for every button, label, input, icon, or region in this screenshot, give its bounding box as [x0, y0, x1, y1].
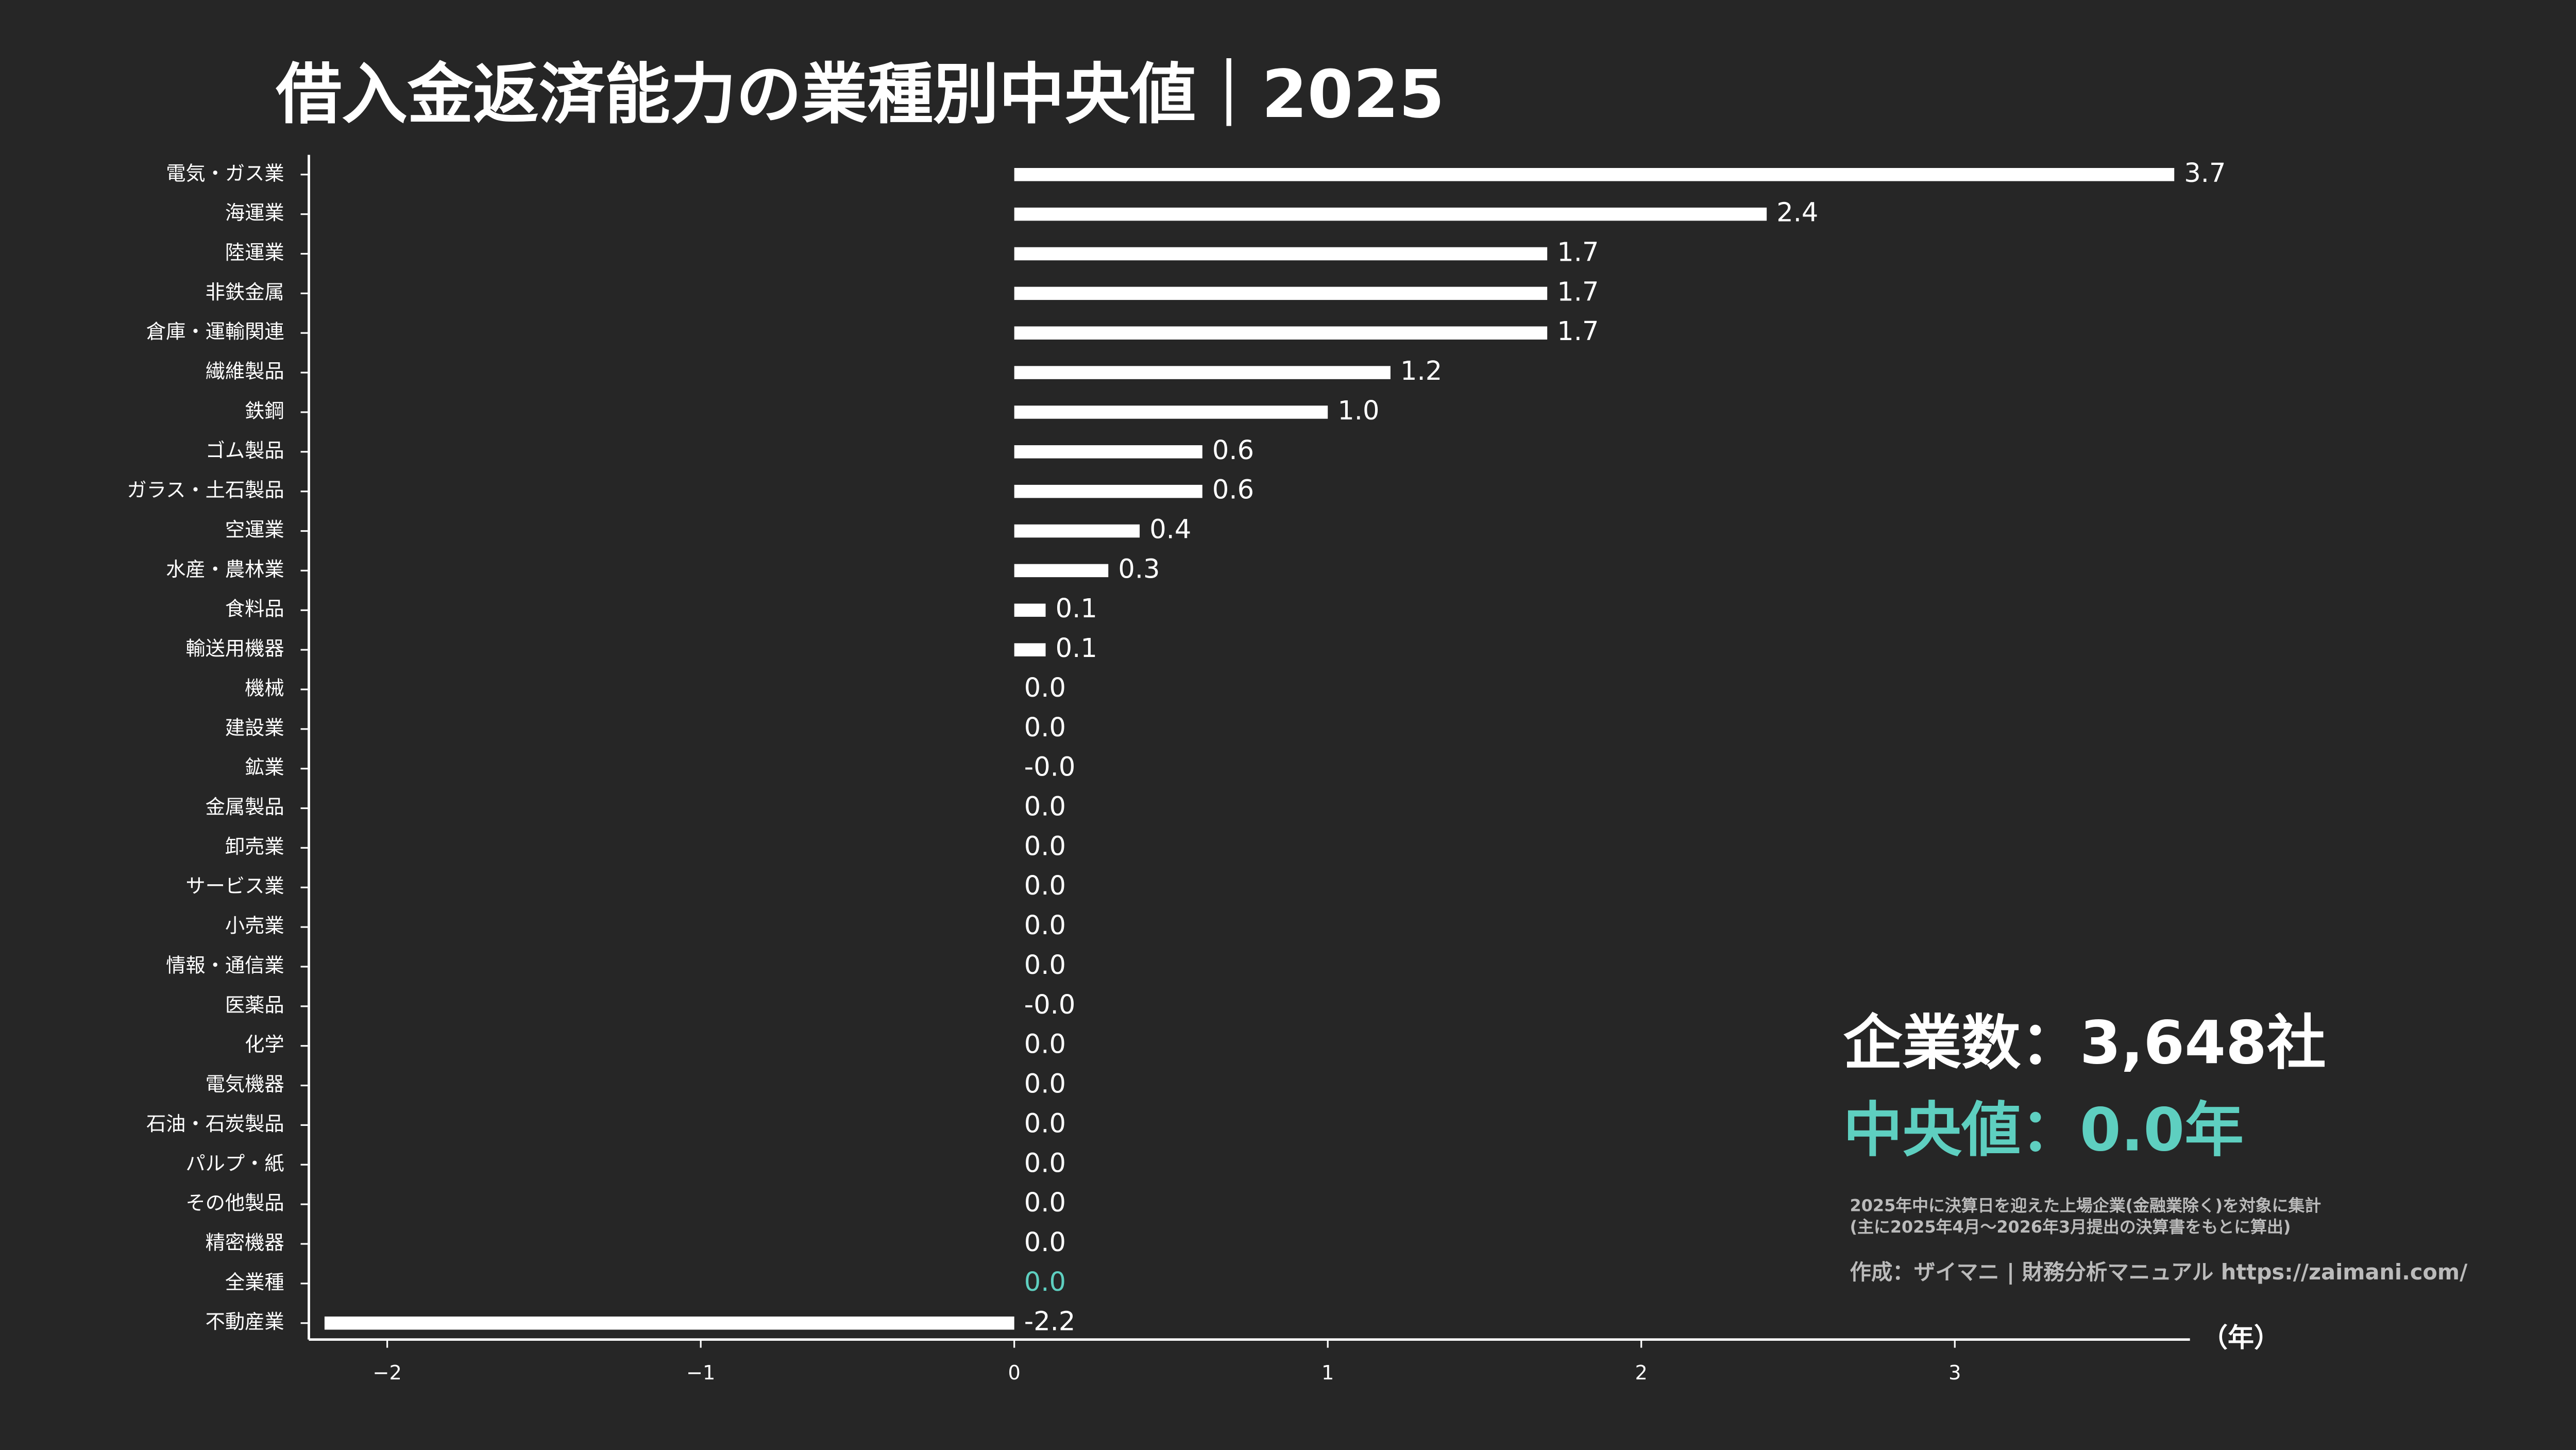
y-tick-label: 情報・通信業 [166, 954, 284, 977]
value-label: 1.2 [1400, 356, 1442, 386]
value-label: 0.3 [1118, 554, 1160, 584]
y-tick-label: 海運業 [225, 201, 284, 225]
y-tick-label: 電気機器 [206, 1073, 284, 1096]
value-label: 1.7 [1557, 316, 1599, 347]
y-tick-label: 繊維製品 [206, 360, 284, 383]
y-tick-label: 輸送用機器 [185, 637, 284, 661]
note: 2025年中に決算日を迎えた上場企業(金融業除く)を対象に集計 [1850, 1195, 2321, 1215]
y-tick-label: 水産・農林業 [166, 558, 284, 581]
y-tick-label: 倉庫・運輸関連 [146, 321, 284, 344]
value-label: 0.0 [1024, 950, 1066, 981]
credit: 作成：ザイマニ | 財務分析マニュアル https://zaimani.com/ [1850, 1260, 2468, 1285]
y-tick-label: 空運業 [225, 518, 284, 542]
bar [1014, 445, 1202, 459]
value-label: 0.0 [1024, 871, 1066, 901]
y-tick-label: 精密機器 [206, 1231, 284, 1254]
bar [1014, 286, 1548, 300]
y-tick-label: 建設業 [225, 716, 284, 739]
value-label: 0.0 [1024, 673, 1066, 703]
bar [1014, 643, 1046, 656]
value-label: 0.6 [1212, 435, 1254, 466]
value-label: 0.0 [1024, 1188, 1066, 1218]
value-label: -0.0 [1024, 990, 1076, 1020]
x-tick-label: −2 [372, 1361, 401, 1385]
value-label: 0.0 [1024, 911, 1066, 941]
value-label: 0.0 [1024, 1069, 1066, 1100]
x-tick-label: 3 [1948, 1361, 1961, 1385]
value-label: 0.1 [1056, 594, 1097, 624]
y-tick-label: 卸売業 [225, 835, 284, 858]
median-note: 中央値：0.0年 [1843, 1095, 2244, 1165]
value-label: 1.7 [1557, 277, 1599, 307]
value-label: 0.0 [1024, 792, 1066, 822]
y-tick-label: 金属製品 [206, 796, 284, 819]
value-label: 1.0 [1337, 396, 1379, 426]
y-tick-label: 鉱業 [245, 756, 284, 779]
y-tick-label: 石油・石炭製品 [146, 1112, 284, 1136]
y-tick-label: その他製品 [185, 1192, 284, 1215]
value-label: 0.0 [1024, 1227, 1066, 1258]
x-tick-label: 0 [1008, 1361, 1020, 1385]
value-label: 0.0 [1024, 1148, 1066, 1178]
y-tick-label: パルプ・紙 [185, 1152, 284, 1175]
bar [1014, 366, 1391, 379]
value-label: 0.0 [1024, 831, 1066, 862]
value-label: 0.6 [1212, 475, 1254, 505]
bar [1014, 168, 2175, 181]
note: (主に2025年4月〜2026年3月提出の決算書をもとに算出) [1850, 1217, 2291, 1237]
y-tick-label: サービス業 [185, 875, 284, 898]
bar [1014, 207, 1767, 221]
y-tick-label: 機械 [245, 677, 284, 700]
bar [1014, 326, 1548, 340]
bar [1014, 564, 1109, 578]
value-label: 0.0 [1024, 1030, 1066, 1060]
bar [1014, 484, 1202, 498]
value-label: 0.0 [1024, 1108, 1066, 1139]
value-label: 1.7 [1557, 237, 1599, 267]
value-label: 0.0 [1024, 1267, 1066, 1297]
y-tick-label: ガラス・土石製品 [127, 479, 284, 502]
bar [1014, 524, 1140, 538]
y-tick-label: 小売業 [225, 915, 284, 938]
y-tick-label: ゴム製品 [206, 439, 284, 462]
value-label: 0.1 [1056, 633, 1097, 664]
y-tick-label: 陸運業 [225, 241, 284, 264]
value-label: 2.4 [1776, 198, 1818, 228]
y-tick-label: 化学 [245, 1033, 284, 1056]
bar [1014, 406, 1328, 419]
value-label: 0.4 [1149, 515, 1191, 545]
x-tick-label: 2 [1635, 1361, 1648, 1385]
y-tick-label: 不動産業 [206, 1310, 284, 1334]
value-label: -2.2 [1024, 1307, 1076, 1337]
y-tick-label: 全業種 [225, 1271, 284, 1294]
bar [1014, 603, 1046, 617]
x-tick-label: 1 [1321, 1361, 1334, 1385]
y-tick-label: 医薬品 [225, 993, 284, 1017]
bar [324, 1316, 1014, 1330]
chart-title: 借入金返済能力の業種別中央値｜2025 [276, 57, 1445, 133]
value-label: 3.7 [2184, 158, 2226, 189]
y-tick-label: 鉄鋼 [245, 399, 284, 423]
value-label: 0.0 [1024, 713, 1066, 743]
y-tick-label: 食料品 [225, 598, 284, 621]
x-axis-label: （年） [2201, 1323, 2280, 1354]
y-tick-label: 非鉄金属 [206, 281, 284, 304]
bar [1014, 247, 1548, 261]
value-label: -0.0 [1024, 752, 1076, 783]
company-count: 企業数：3,648社 [1843, 1008, 2326, 1077]
x-tick-label: −1 [686, 1361, 715, 1385]
y-tick-label: 電気・ガス業 [166, 162, 284, 185]
